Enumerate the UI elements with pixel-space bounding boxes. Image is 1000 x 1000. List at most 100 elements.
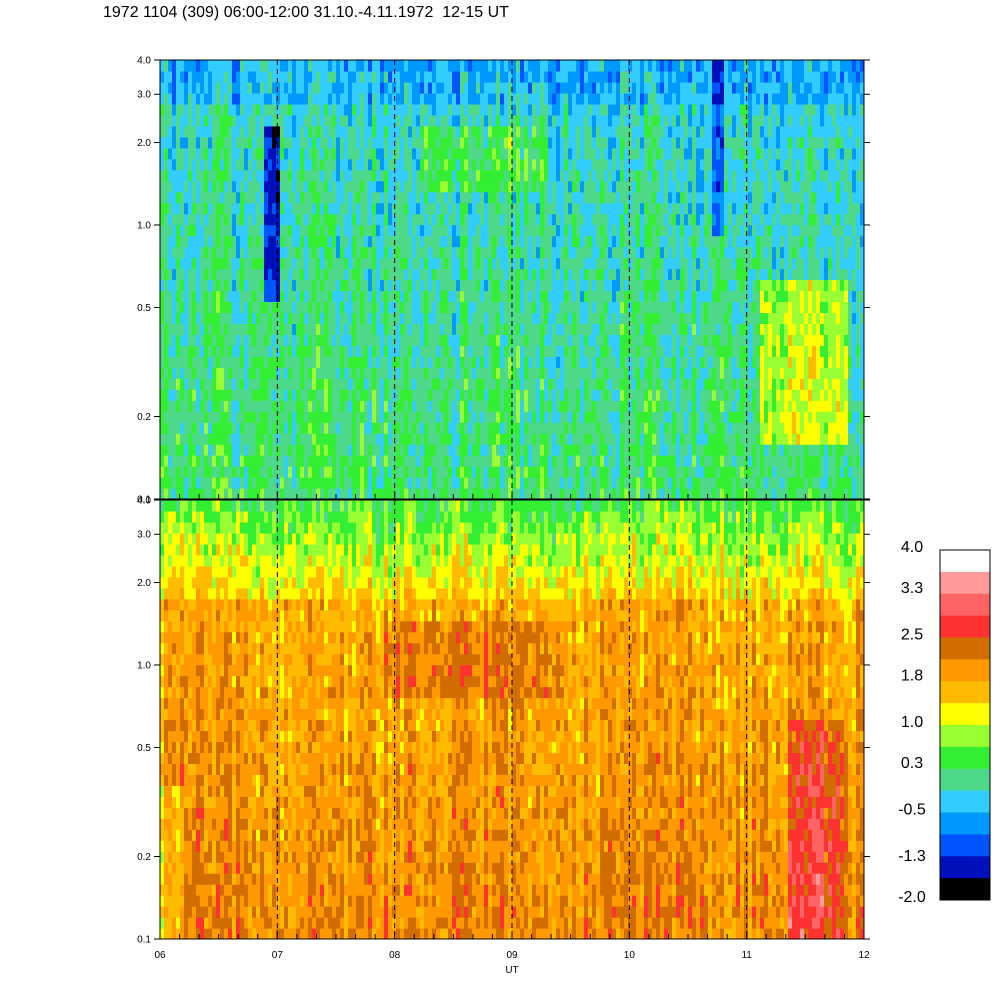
upper-heatmap-cell bbox=[204, 279, 209, 292]
upper-heatmap-cell bbox=[476, 488, 481, 499]
upper-heatmap-cell bbox=[224, 235, 229, 248]
upper-heatmap-cell bbox=[588, 367, 593, 379]
upper-heatmap-cell bbox=[344, 400, 349, 412]
upper-heatmap-cell bbox=[388, 103, 393, 116]
upper-heatmap-cell bbox=[296, 444, 301, 456]
upper-heatmap-cell bbox=[532, 323, 537, 335]
upper-heatmap-cell bbox=[552, 466, 557, 478]
upper-heatmap-cell bbox=[476, 202, 481, 215]
upper-heatmap-cell bbox=[620, 488, 625, 499]
upper-heatmap-cell bbox=[372, 103, 377, 116]
upper-heatmap-cell bbox=[384, 70, 389, 83]
upper-heatmap-cell bbox=[600, 191, 605, 204]
upper-heatmap-cell bbox=[184, 169, 189, 182]
upper-heatmap-cell bbox=[440, 334, 445, 346]
upper-heatmap-cell bbox=[488, 246, 493, 259]
upper-heatmap-cell bbox=[596, 455, 601, 467]
upper-heatmap-cell bbox=[228, 400, 233, 412]
upper-heatmap-cell bbox=[320, 70, 325, 83]
upper-heatmap-cell bbox=[472, 235, 477, 248]
upper-heatmap-cell bbox=[528, 356, 533, 368]
upper-heatmap-cell bbox=[448, 268, 453, 281]
upper-heatmap-cell bbox=[252, 60, 257, 72]
upper-heatmap-cell bbox=[200, 345, 205, 357]
upper-heatmap-cell bbox=[656, 367, 661, 379]
upper-heatmap-cell bbox=[500, 191, 505, 204]
upper-heatmap-cell bbox=[624, 81, 629, 94]
upper-heatmap-cell bbox=[304, 323, 309, 335]
upper-heatmap-cell bbox=[612, 92, 617, 105]
upper-heatmap-cell bbox=[608, 323, 613, 335]
upper-heatmap-cell bbox=[368, 92, 373, 105]
upper-heatmap-cell bbox=[552, 136, 557, 149]
upper-heatmap-cell bbox=[280, 422, 285, 434]
upper-heatmap-cell bbox=[220, 400, 225, 412]
upper-heatmap-cell bbox=[332, 60, 337, 72]
upper-heatmap-cell bbox=[284, 455, 289, 467]
upper-heatmap-cell bbox=[276, 290, 281, 303]
upper-heatmap-cell bbox=[460, 488, 465, 499]
upper-heatmap-cell bbox=[552, 213, 557, 226]
upper-heatmap-cell bbox=[408, 224, 413, 237]
upper-heatmap-cell bbox=[640, 103, 645, 116]
upper-heatmap-cell bbox=[348, 378, 353, 390]
upper-heatmap-cell bbox=[424, 246, 429, 259]
upper-heatmap-cell bbox=[532, 356, 537, 368]
upper-heatmap-cell bbox=[212, 367, 217, 379]
upper-heatmap-cell bbox=[296, 136, 301, 149]
upper-heatmap-cell bbox=[164, 290, 169, 303]
upper-heatmap-cell bbox=[320, 356, 325, 368]
upper-heatmap-cell bbox=[384, 477, 389, 489]
upper-heatmap-cell bbox=[536, 279, 541, 292]
upper-heatmap-cell bbox=[408, 477, 413, 489]
upper-heatmap-cell bbox=[652, 455, 657, 467]
upper-heatmap-cell bbox=[552, 92, 557, 105]
upper-heatmap-cell bbox=[268, 466, 273, 478]
upper-heatmap-cell bbox=[524, 312, 529, 324]
upper-heatmap-cell bbox=[448, 81, 453, 94]
upper-heatmap-cell bbox=[176, 323, 181, 335]
upper-heatmap-cell bbox=[408, 268, 413, 281]
upper-heatmap-cell bbox=[588, 477, 593, 489]
upper-heatmap-cell bbox=[368, 158, 373, 171]
upper-heatmap-cell bbox=[628, 268, 633, 281]
upper-heatmap-cell bbox=[388, 125, 393, 138]
upper-heatmap-cell bbox=[192, 477, 197, 489]
upper-heatmap-cell bbox=[184, 411, 189, 423]
upper-heatmap-cell bbox=[232, 411, 237, 423]
upper-heatmap-cell bbox=[628, 213, 633, 226]
upper-heatmap-cell bbox=[244, 268, 249, 281]
upper-heatmap-cell bbox=[264, 488, 269, 499]
upper-heatmap-cell bbox=[484, 125, 489, 138]
upper-heatmap-cell bbox=[504, 114, 509, 127]
upper-heatmap-cell bbox=[476, 92, 481, 105]
upper-heatmap-cell bbox=[228, 224, 233, 237]
upper-heatmap-cell bbox=[636, 290, 641, 303]
upper-heatmap-cell bbox=[196, 158, 201, 171]
upper-heatmap-cell bbox=[500, 433, 505, 445]
upper-heatmap-cell bbox=[492, 345, 497, 357]
upper-heatmap-cell bbox=[332, 422, 337, 434]
upper-heatmap-cell bbox=[252, 180, 257, 193]
upper-heatmap-cell bbox=[256, 290, 261, 303]
upper-heatmap-cell bbox=[544, 323, 549, 335]
upper-heatmap-cell bbox=[260, 301, 265, 314]
upper-heatmap-cell bbox=[440, 378, 445, 390]
upper-heatmap-cell bbox=[584, 411, 589, 423]
upper-heatmap-cell bbox=[200, 334, 205, 346]
upper-heatmap-cell bbox=[604, 147, 609, 160]
upper-heatmap-cell bbox=[600, 60, 605, 72]
upper-heatmap-cell bbox=[236, 81, 241, 94]
upper-heatmap-cell bbox=[536, 235, 541, 248]
upper-heatmap-cell bbox=[544, 466, 549, 478]
upper-heatmap-cell bbox=[584, 400, 589, 412]
upper-heatmap-cell bbox=[624, 103, 629, 116]
upper-heatmap-cell bbox=[188, 334, 193, 346]
upper-heatmap-cell bbox=[580, 400, 585, 412]
upper-heatmap-cell bbox=[464, 125, 469, 138]
upper-heatmap-cell bbox=[240, 444, 245, 456]
upper-heatmap-cell bbox=[548, 400, 553, 412]
upper-heatmap-cell bbox=[224, 444, 229, 456]
upper-heatmap-cell bbox=[536, 466, 541, 478]
upper-heatmap-cell bbox=[224, 136, 229, 149]
